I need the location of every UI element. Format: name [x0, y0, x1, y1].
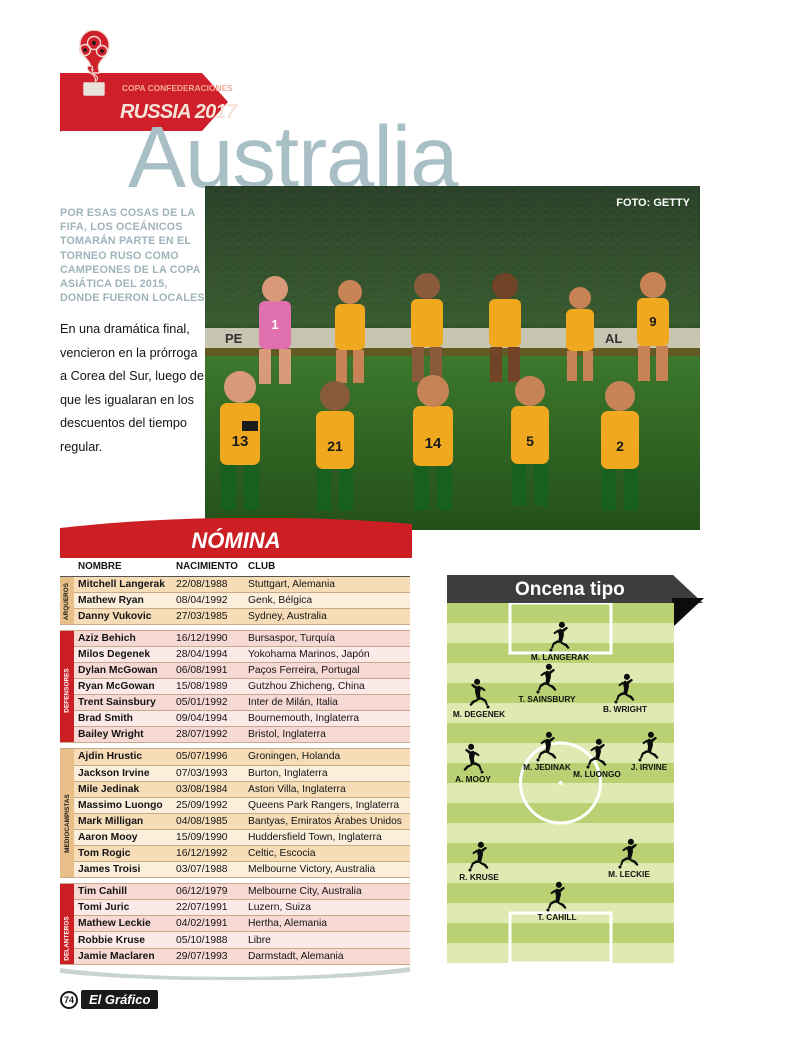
svg-text:1: 1 — [271, 317, 278, 332]
svg-text:T. SAINSBURY: T. SAINSBURY — [519, 695, 576, 704]
svg-text:J. IRVINE: J. IRVINE — [631, 763, 668, 772]
svg-text:M. JEDINAK: M. JEDINAK — [523, 763, 571, 772]
svg-text:2: 2 — [616, 438, 624, 454]
svg-text:21: 21 — [327, 438, 343, 454]
svg-text:M. LANGERAK: M. LANGERAK — [531, 653, 589, 662]
svg-text:AL: AL — [605, 331, 622, 346]
svg-text:M. DEGENEK: M. DEGENEK — [453, 710, 505, 719]
svg-text:14: 14 — [425, 435, 442, 452]
svg-text:T. CAHILL: T. CAHILL — [538, 913, 577, 922]
svg-text:13: 13 — [232, 433, 249, 450]
svg-text:FOTO: GETTY: FOTO: GETTY — [616, 197, 690, 209]
svg-text:M. LUONGO: M. LUONGO — [573, 770, 621, 779]
svg-text:Oncena tipo: Oncena tipo — [515, 579, 625, 600]
svg-text:5: 5 — [526, 433, 534, 449]
svg-text:A. MOOY: A. MOOY — [455, 775, 491, 784]
svg-text:PE: PE — [225, 331, 243, 346]
svg-text:M. LECKIE: M. LECKIE — [608, 870, 650, 879]
svg-text:B. WRIGHT: B. WRIGHT — [603, 705, 647, 714]
svg-text:COPA CONFEDERACIONES: COPA CONFEDERACIONES — [122, 83, 233, 93]
svg-text:9: 9 — [649, 314, 656, 329]
svg-text:R. KRUSE: R. KRUSE — [459, 873, 499, 882]
svg-text:NÓMINA: NÓMINA — [191, 528, 280, 553]
